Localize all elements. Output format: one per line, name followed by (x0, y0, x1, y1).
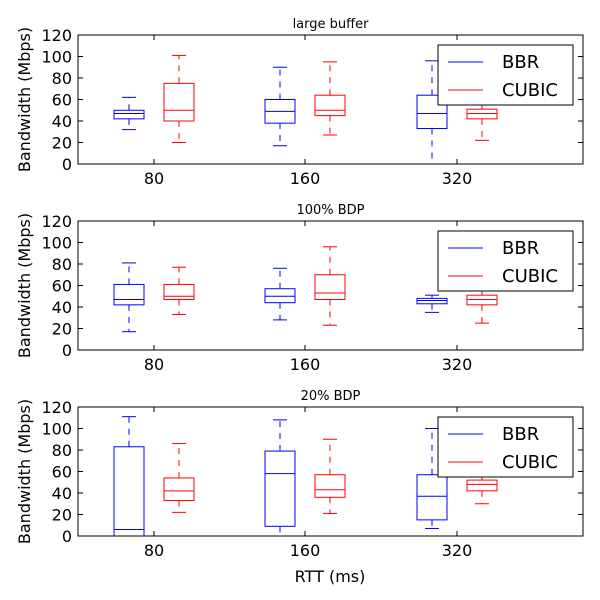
y-tick-label: 60 (52, 463, 72, 482)
box-iqr (466, 479, 498, 492)
plot-frame (77, 220, 584, 351)
box-cubic (163, 266, 195, 316)
box-cubic (314, 246, 346, 326)
y-tick-label: 20 (52, 134, 72, 153)
x-tick-label: 320 (442, 541, 473, 560)
y-tick-label: 120 (41, 398, 72, 417)
x-tick-label: 80 (144, 355, 164, 374)
legend-label: BBR (502, 52, 539, 73)
x-tick-label: 80 (144, 169, 164, 188)
x-tick-label: 160 (290, 169, 321, 188)
box-bbr (113, 416, 145, 537)
x-tick-label: 80 (144, 541, 164, 560)
legend-label: CUBIC (502, 452, 558, 473)
box-bbr (264, 267, 296, 321)
box-bbr (264, 419, 296, 537)
y-axis-label: Bandwidth (Mbps) (15, 213, 34, 358)
chart-title: large buffer (293, 17, 370, 32)
y-tick-label: 100 (41, 234, 72, 253)
x-tick-label: 160 (290, 541, 321, 560)
chart-1: 100% BDP Bandwidth (Mbps) 0 20 40 60 80 100 120 8… (15, 203, 584, 374)
legend-box (437, 416, 574, 478)
x-tick-label: 320 (442, 169, 473, 188)
box-bbr (416, 294, 448, 313)
legend-box (437, 230, 574, 292)
box-cubic (314, 61, 346, 136)
legend: BBR CUBIC (437, 44, 574, 106)
box-iqr (264, 450, 296, 527)
x-tick-label: 320 (442, 355, 473, 374)
box-cubic (466, 473, 498, 505)
y-tick-label: 20 (52, 320, 72, 339)
chart-title: 20% BDP (301, 389, 361, 404)
chart-0: large buffer Bandwidth (Mbps) 0 20 40 60 80 100… (15, 17, 584, 188)
box-iqr (466, 294, 498, 306)
y-tick-label: 80 (52, 441, 72, 460)
legend-label: BBR (502, 424, 539, 445)
legend-label: BBR (502, 238, 539, 259)
y-axis-label: Bandwidth (Mbps) (15, 399, 34, 544)
box-iqr (163, 283, 195, 300)
y-axis-label: Bandwidth (Mbps) (15, 27, 34, 172)
y-tick-label: 100 (41, 48, 72, 67)
box-iqr (416, 297, 448, 305)
box-iqr (264, 288, 296, 304)
y-tick-label: 0 (62, 155, 72, 174)
box-iqr (113, 283, 145, 306)
box-iqr (416, 474, 448, 521)
box-iqr (314, 94, 346, 117)
box-iqr (314, 274, 346, 300)
y-tick-label: 20 (52, 506, 72, 525)
legend-label: CUBIC (502, 80, 558, 101)
chart-title: 100% BDP (296, 203, 364, 218)
y-tick-label: 40 (52, 484, 72, 503)
legend-label: CUBIC (502, 266, 558, 287)
box-cubic (163, 54, 195, 143)
box-iqr (416, 94, 448, 130)
box-iqr (466, 108, 498, 120)
box-iqr (113, 446, 145, 537)
box-bbr (113, 96, 145, 131)
legend: BBR CUBIC (437, 230, 574, 292)
box-iqr (314, 474, 346, 498)
y-tick-label: 80 (52, 255, 72, 274)
box-iqr (163, 477, 195, 502)
y-tick-label: 0 (62, 341, 72, 360)
box-iqr (163, 82, 195, 122)
box-cubic (163, 443, 195, 513)
y-tick-label: 100 (41, 420, 72, 439)
legend: BBR CUBIC (437, 416, 574, 478)
box-cubic (314, 438, 346, 514)
chart-2: 20% BDP Bandwidth (Mbps) 0 20 40 60 80 100 120 80… (15, 389, 584, 560)
plot-frame (77, 34, 584, 165)
y-tick-label: 40 (52, 298, 72, 317)
box-bbr (416, 428, 448, 529)
y-tick-label: 80 (52, 69, 72, 88)
box-bbr (113, 262, 145, 333)
box-bbr (264, 66, 296, 147)
y-tick-label: 40 (52, 112, 72, 131)
plot-frame (77, 406, 584, 537)
legend-box (437, 44, 574, 106)
box-cubic (466, 289, 498, 324)
box-cubic (466, 99, 498, 141)
y-tick-label: 60 (52, 91, 72, 110)
box-iqr (113, 109, 145, 120)
y-tick-label: 120 (41, 26, 72, 45)
y-tick-label: 120 (41, 212, 72, 231)
x-axis-label: RTT (ms) (295, 567, 366, 586)
x-tick-label: 160 (290, 355, 321, 374)
y-tick-label: 60 (52, 277, 72, 296)
y-tick-label: 0 (62, 527, 72, 546)
